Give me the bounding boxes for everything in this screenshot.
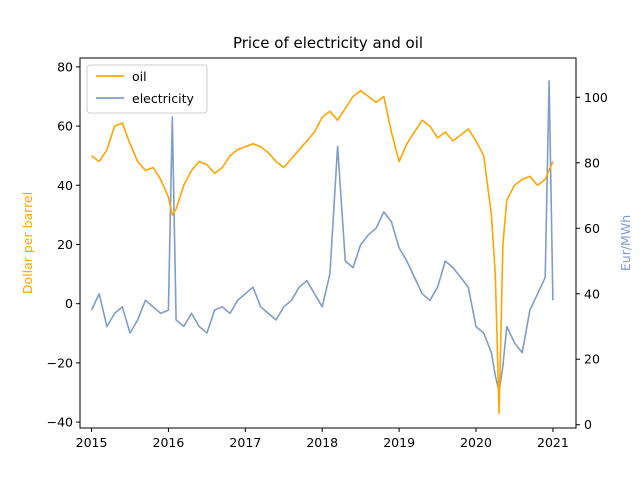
legend-label-oil: oil	[132, 69, 147, 84]
y-right-tick-label-20: 20	[584, 352, 600, 367]
x-tick-label-2015: 2015	[76, 435, 108, 450]
plot-frame	[79, 57, 577, 429]
legend: oil electricity	[86, 64, 208, 114]
x-tick-label-2016: 2016	[153, 435, 185, 450]
y-right-tick-label-0: 0	[584, 417, 592, 432]
y-left-tick-label--20: −20	[47, 355, 73, 370]
y-right-tick-label-100: 100	[584, 90, 608, 105]
x-axis: 2015 2016 2017 2018 2019 2020 2021	[76, 428, 569, 450]
y-axis-right-label: Eur/MWh	[618, 215, 633, 271]
x-tick-label-2017: 2017	[229, 435, 261, 450]
y-left-tick-label--40: −40	[47, 415, 73, 430]
series-line-oil	[91, 89, 554, 414]
x-tick-label-2021: 2021	[537, 435, 569, 450]
x-tick-label-2018: 2018	[306, 435, 338, 450]
y-right-tick-label-40: 40	[584, 286, 600, 301]
x-tick-label-2020: 2020	[460, 435, 492, 450]
y-right-tick-label-60: 60	[584, 221, 600, 236]
y-left-tick-label-80: 80	[57, 59, 73, 74]
series-line-electricity	[90, 80, 554, 393]
y-left-tick-label-60: 60	[57, 119, 73, 134]
y-right-tick-label-80: 80	[584, 155, 600, 170]
x-tick-label-2019: 2019	[383, 435, 415, 450]
y-left-tick-label-20: 20	[57, 237, 73, 252]
y-left-tick-label-0: 0	[65, 296, 73, 311]
chart-title: Price of electricity and oil	[233, 34, 423, 52]
series-layer	[90, 80, 554, 414]
legend-label-electricity: electricity	[132, 91, 194, 106]
y-axis-right: 0 20 40 60 80 100	[576, 90, 608, 432]
y-left-tick-label-40: 40	[57, 178, 73, 193]
y-axis-left-label: Dollar per barrel	[20, 192, 35, 294]
legend-box	[86, 64, 208, 114]
y-axis-left: −40 −20 0 20 40 60 80	[47, 59, 80, 430]
